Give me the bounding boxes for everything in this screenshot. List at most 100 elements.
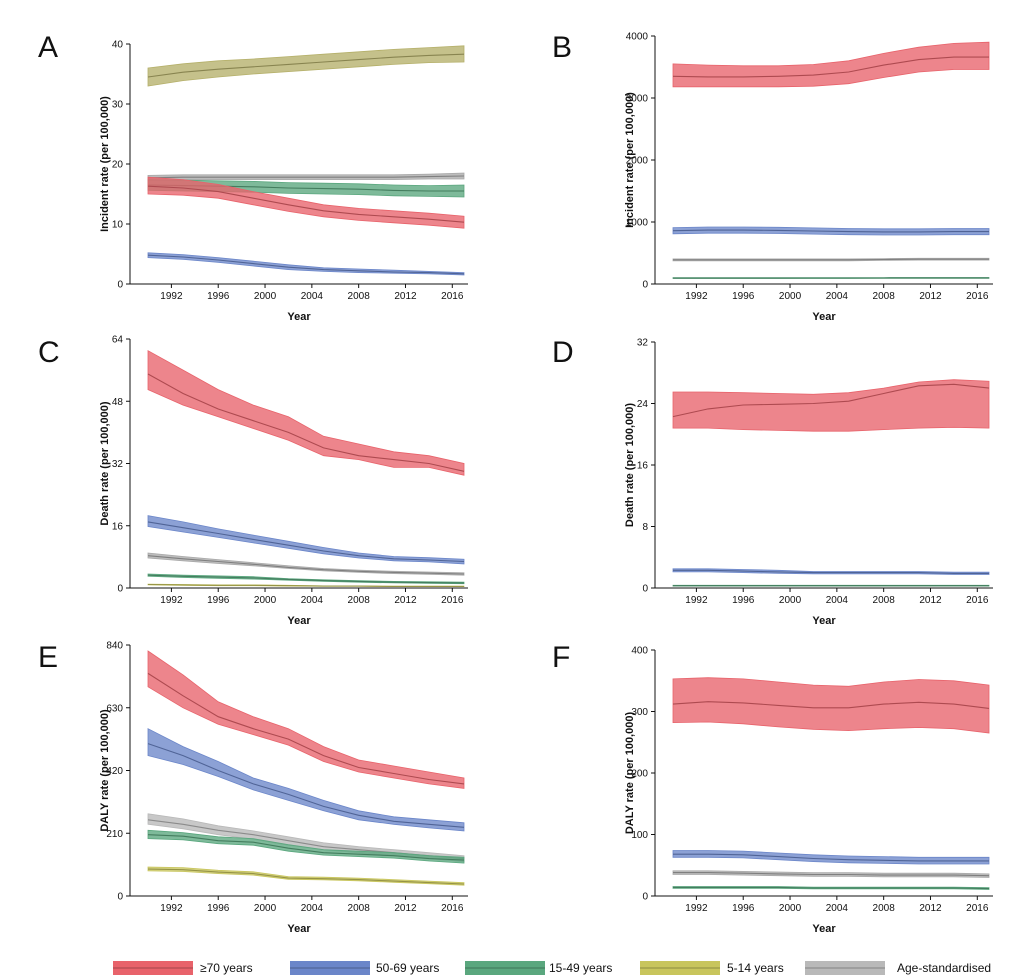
series-line-5-14-years (147, 53, 465, 78)
series-age-standardised (672, 870, 990, 878)
y-tick-label: 48 (112, 397, 124, 408)
y-tick-label: 32 (637, 338, 649, 349)
y-tick-label: 30 (112, 100, 124, 111)
panel-letter: D (552, 336, 574, 369)
ci-band-ge70-years (147, 350, 465, 476)
y-axis-title: DALY rate (per 100,000) (624, 712, 636, 835)
series-age-standardised (147, 552, 465, 576)
x-tick-label: 2016 (966, 595, 989, 606)
y-tick-label: 400 (631, 646, 648, 657)
x-tick-label: 2008 (873, 291, 896, 302)
y-tick-label: 10 (112, 220, 124, 231)
series-15-49-years (672, 886, 990, 890)
y-tick-label: 64 (112, 335, 124, 346)
series-line-15-49-years (147, 834, 465, 861)
y-tick-label: 0 (117, 892, 123, 903)
x-axis-title: Year (287, 311, 311, 323)
series-5-14-years (147, 583, 465, 587)
x-tick-label: 1996 (207, 595, 230, 606)
series-line-ge70-years (672, 56, 989, 78)
chart-panels: A 0 10 20 30 40 1992 1996 2000 2004 2008 2012 2016 Ye… (38, 31, 993, 935)
series-ge70-years (147, 176, 465, 229)
panel-letter: E (38, 641, 58, 674)
series-age-standardised (672, 257, 990, 262)
x-tick-label: 2000 (254, 595, 277, 606)
x-tick-label: 2016 (441, 291, 464, 302)
ci-band-age-standardised (147, 552, 465, 576)
legend-item-age-standardised: Age-standardised (805, 961, 991, 975)
y-tick-label: 0 (117, 584, 123, 595)
y-axis-title: Death rate (per 100,000) (624, 403, 636, 527)
series-ge70-years (147, 350, 465, 476)
x-tick-label: 2016 (441, 595, 464, 606)
x-tick-label: 2012 (394, 595, 417, 606)
series-age-standardised (147, 172, 465, 181)
legend-label: Age-standardised (897, 961, 991, 975)
ci-band-5-14-years (147, 45, 465, 87)
y-tick-label: 16 (112, 521, 124, 532)
x-tick-label: 2016 (966, 291, 989, 302)
series-15-49-years (147, 829, 465, 864)
ci-band-ge70-years (672, 677, 990, 734)
series-50-69-years (672, 850, 990, 865)
x-tick-label: 2004 (301, 291, 324, 302)
x-tick-label: 1996 (732, 595, 755, 606)
series-5-14-years (147, 45, 465, 87)
y-tick-label: 840 (106, 641, 123, 652)
x-axis-title: Year (812, 311, 836, 323)
ci-band-15-49-years (147, 573, 465, 585)
x-tick-label: 2008 (348, 595, 371, 606)
legend-label: ≥70 years (200, 961, 253, 975)
y-tick-label: 24 (637, 399, 649, 410)
x-tick-label: 2000 (254, 291, 277, 302)
series-15-49-years (672, 584, 990, 587)
series-line-50-69-years (673, 569, 989, 574)
y-tick-label: 100 (631, 830, 648, 841)
panel-d: D 0 8 16 24 32 1992 1996 2000 2004 2008 2012 2016 Yea… (552, 336, 993, 627)
x-tick-label: 2012 (919, 291, 942, 302)
series-ge70-years (672, 41, 990, 88)
x-tick-label: 2000 (779, 291, 802, 302)
y-tick-label: 32 (112, 459, 124, 470)
x-tick-label: 1996 (207, 903, 230, 914)
legend-item-15-49-years: 15-49 years (465, 961, 612, 975)
y-tick-label: 0 (642, 892, 648, 903)
series-50-69-years (672, 568, 990, 575)
ci-band-ge70-years (147, 176, 465, 229)
x-tick-label: 2008 (348, 903, 371, 914)
x-tick-label: 2000 (254, 903, 277, 914)
y-tick-label: 40 (112, 40, 124, 51)
series-line-age-standardised (147, 555, 465, 575)
y-tick-label: 0 (642, 584, 648, 595)
panel-letter: A (38, 31, 58, 64)
series-5-14-years (147, 866, 465, 886)
x-tick-label: 1996 (732, 903, 755, 914)
y-tick-label: 420 (106, 766, 123, 777)
y-axis-title: DALY rate (per 100,000) (99, 709, 111, 832)
legend-item-50-69-years: 50-69 years (290, 961, 439, 975)
series-ge70-years (147, 650, 465, 789)
series-line-age-standardised (147, 175, 465, 179)
x-tick-label: 2016 (966, 903, 989, 914)
series-50-69-years (147, 728, 465, 832)
x-axis-title: Year (812, 615, 836, 627)
series-line-5-14-years (147, 868, 465, 885)
series-15-49-years (672, 277, 990, 279)
y-tick-label: 1000 (626, 218, 649, 229)
series-line-50-69-years (672, 229, 989, 233)
x-tick-label: 2012 (919, 903, 942, 914)
x-axis-title: Year (812, 923, 836, 935)
x-tick-label: 2008 (348, 291, 371, 302)
y-tick-label: 20 (112, 160, 124, 171)
x-tick-label: 2012 (919, 595, 942, 606)
series-line-age-standardised (673, 872, 990, 877)
x-axis-title: Year (287, 615, 311, 627)
x-tick-label: 2008 (873, 595, 896, 606)
ci-band-50-69-years (147, 515, 465, 565)
panel-letter: F (552, 641, 570, 674)
x-tick-label: 1992 (685, 595, 708, 606)
series-line-ge70-years (672, 701, 990, 709)
x-tick-label: 2000 (779, 903, 802, 914)
y-axis-title: Death rate (per 100,000) (99, 401, 111, 525)
